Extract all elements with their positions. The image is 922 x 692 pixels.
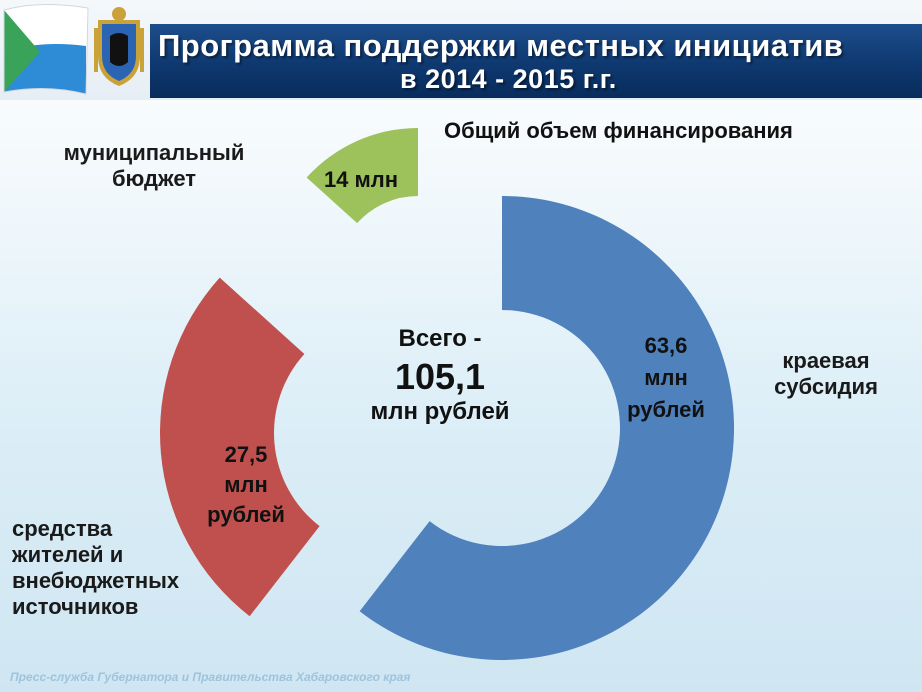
legend-label-municipal: муниципальный бюджет <box>63 140 245 191</box>
footer-credit: Пресс-служба Губернатора и Правительства… <box>10 670 411 684</box>
slice-regional <box>359 196 735 660</box>
header-band <box>150 24 922 98</box>
header-subtitle: в 2014 - 2015 г.г. <box>400 64 617 94</box>
chart-title: Общий объем финансирования <box>444 118 793 143</box>
legend-label-residents: средства жителей и внебюджетных источник… <box>12 516 180 619</box>
slice-municipal <box>306 128 418 224</box>
header-title: Программа поддержки местных инициатив <box>158 28 844 63</box>
data-label-residents: 27,5 млн рублей <box>207 442 285 527</box>
coat-of-arms-icon <box>94 7 144 86</box>
legend-label-regional: краевая субсидия <box>774 348 878 399</box>
center-unit: млн рублей <box>370 398 510 425</box>
region-flag-icon <box>3 3 89 95</box>
center-label: Всего - <box>398 325 482 352</box>
data-label-municipal: 14 млн <box>323 167 399 192</box>
slice-residents <box>159 277 320 617</box>
center-total: 105,1 <box>394 356 486 397</box>
data-label-regional: 63,6 млн рублей <box>627 333 705 422</box>
